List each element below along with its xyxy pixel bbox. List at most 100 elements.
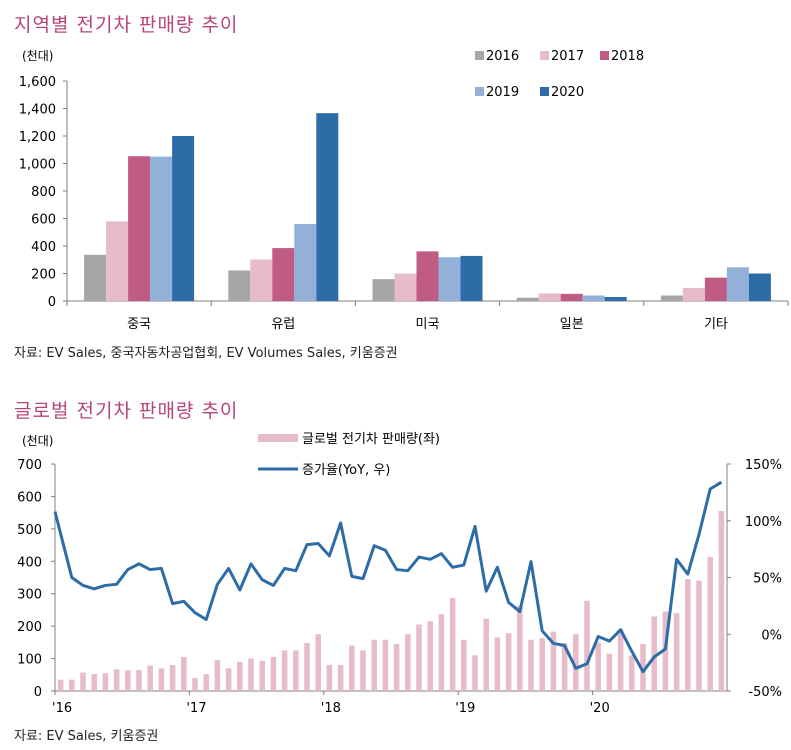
bar-2016-1 bbox=[228, 270, 251, 301]
bar-2019-0 bbox=[150, 156, 173, 301]
y-tick-label: 600 bbox=[31, 213, 56, 228]
x-tick-label: '17 bbox=[186, 701, 206, 716]
bar-2020-3 bbox=[604, 297, 627, 301]
bar-2019-2 bbox=[438, 257, 461, 301]
month-bar-36 bbox=[461, 639, 467, 691]
month-bar-7 bbox=[136, 669, 142, 691]
right-y-tick-label: -50% bbox=[748, 685, 782, 700]
bar-2019-1 bbox=[294, 224, 317, 301]
month-bar-57 bbox=[696, 580, 702, 691]
left-y-tick-label: 500 bbox=[17, 523, 42, 538]
x-tick-label: 미국 bbox=[416, 317, 440, 332]
month-bar-34 bbox=[438, 614, 445, 691]
right-y-tick-label: 0% bbox=[761, 628, 782, 643]
right-y-tick-label: 100% bbox=[745, 515, 782, 530]
month-bar-58 bbox=[707, 557, 713, 691]
month-bar-20 bbox=[281, 650, 288, 691]
x-tick-label: 기타 bbox=[704, 317, 728, 332]
bar-2017-4 bbox=[682, 287, 705, 301]
bar-2017-1 bbox=[250, 259, 273, 301]
month-bar-35 bbox=[449, 597, 456, 691]
month-bar-40 bbox=[505, 633, 512, 691]
bar-2017-3 bbox=[538, 293, 561, 301]
bar-2018-0 bbox=[128, 156, 151, 301]
y-axis-unit-label: (천대) bbox=[22, 48, 53, 63]
month-bar-25 bbox=[337, 665, 344, 691]
month-bar-51 bbox=[629, 655, 635, 691]
month-bar-59 bbox=[718, 511, 725, 691]
chart1-title: 지역별 전기차 판매량 추이 bbox=[14, 14, 239, 36]
month-bar-56 bbox=[685, 579, 691, 691]
month-bar-45 bbox=[561, 643, 568, 691]
x-tick-label: 중국 bbox=[127, 317, 151, 332]
month-bar-41 bbox=[517, 605, 523, 691]
bar-2016-0 bbox=[84, 254, 107, 301]
bar-2018-3 bbox=[560, 293, 583, 301]
month-bar-43 bbox=[539, 638, 545, 691]
bar-2019-4 bbox=[726, 267, 749, 301]
legend-swatch-2017 bbox=[540, 51, 549, 60]
legend-label-2019: 2019 bbox=[486, 85, 519, 100]
bar-2020-2 bbox=[460, 255, 483, 301]
month-bar-9 bbox=[158, 668, 165, 691]
month-bar-29 bbox=[382, 639, 389, 691]
legend-swatch-2019 bbox=[475, 87, 484, 96]
month-bar-24 bbox=[326, 665, 333, 691]
month-bar-39 bbox=[494, 637, 501, 691]
bar-2016-3 bbox=[516, 297, 539, 301]
legend-label-yoy: 증가율(YoY, 우) bbox=[302, 463, 390, 478]
x-tick-label: '20 bbox=[590, 701, 610, 716]
month-bar-10 bbox=[169, 665, 176, 691]
month-bar-15 bbox=[225, 668, 232, 691]
month-bar-49 bbox=[606, 653, 613, 691]
right-y-tick-label: 50% bbox=[753, 572, 782, 587]
month-bar-8 bbox=[147, 665, 153, 691]
month-bar-14 bbox=[214, 660, 221, 691]
legend-swatch-sales bbox=[258, 434, 298, 442]
month-bar-2 bbox=[80, 672, 86, 691]
month-bar-26 bbox=[349, 645, 355, 691]
bar-2020-0 bbox=[172, 136, 195, 301]
legend-label-2020: 2020 bbox=[551, 85, 584, 100]
month-bar-17 bbox=[248, 658, 254, 691]
month-bar-6 bbox=[125, 670, 131, 691]
bar-2016-4 bbox=[660, 295, 683, 301]
left-y-tick-label: 100 bbox=[17, 653, 42, 668]
y-tick-label: 1,200 bbox=[19, 130, 56, 145]
month-bar-50 bbox=[617, 629, 624, 691]
x-tick-label: '19 bbox=[455, 701, 475, 716]
y-tick-label: 400 bbox=[31, 240, 56, 255]
month-bar-42 bbox=[528, 639, 534, 691]
month-bar-19 bbox=[270, 656, 277, 691]
x-tick-label: 일본 bbox=[560, 317, 584, 332]
bar-2016-2 bbox=[372, 279, 395, 301]
month-bar-44 bbox=[550, 631, 557, 691]
month-bar-18 bbox=[259, 660, 265, 691]
month-bar-32 bbox=[416, 624, 422, 691]
global-ev-sales-chart: (천대) 0 100 200 300 400 500 600 700 -50% 0% 50% 100% 1… bbox=[17, 432, 782, 716]
month-bar-47 bbox=[584, 600, 590, 691]
month-bar-31 bbox=[405, 634, 411, 691]
month-bar-13 bbox=[203, 674, 209, 691]
bar-2018-1 bbox=[272, 248, 295, 301]
month-bar-4 bbox=[102, 673, 109, 691]
y-tick-label: 800 bbox=[31, 185, 56, 200]
month-bar-23 bbox=[315, 634, 321, 691]
month-bar-5 bbox=[113, 669, 120, 691]
x-tick-label: 유럽 bbox=[271, 317, 295, 332]
month-bar-21 bbox=[293, 650, 299, 691]
regional-ev-sales-chart: (천대) 0 200 400 600 800 1,000 1,200 1,400 1,600 중국 유… bbox=[19, 48, 789, 332]
bar-2018-4 bbox=[704, 277, 727, 301]
month-bar-16 bbox=[237, 661, 243, 691]
legend-label-2018: 2018 bbox=[611, 49, 644, 64]
bar-2020-1 bbox=[316, 113, 339, 301]
y-tick-label: 1,600 bbox=[19, 75, 56, 90]
y-tick-label: 0 bbox=[48, 295, 56, 310]
month-bar-48 bbox=[595, 642, 601, 691]
month-bar-38 bbox=[483, 618, 489, 691]
month-bar-52 bbox=[640, 643, 646, 691]
y-tick-label: 1,000 bbox=[19, 158, 56, 173]
month-bar-27 bbox=[360, 650, 366, 691]
left-y-tick-label: 600 bbox=[17, 490, 42, 505]
legend-swatch-2020 bbox=[540, 87, 549, 96]
